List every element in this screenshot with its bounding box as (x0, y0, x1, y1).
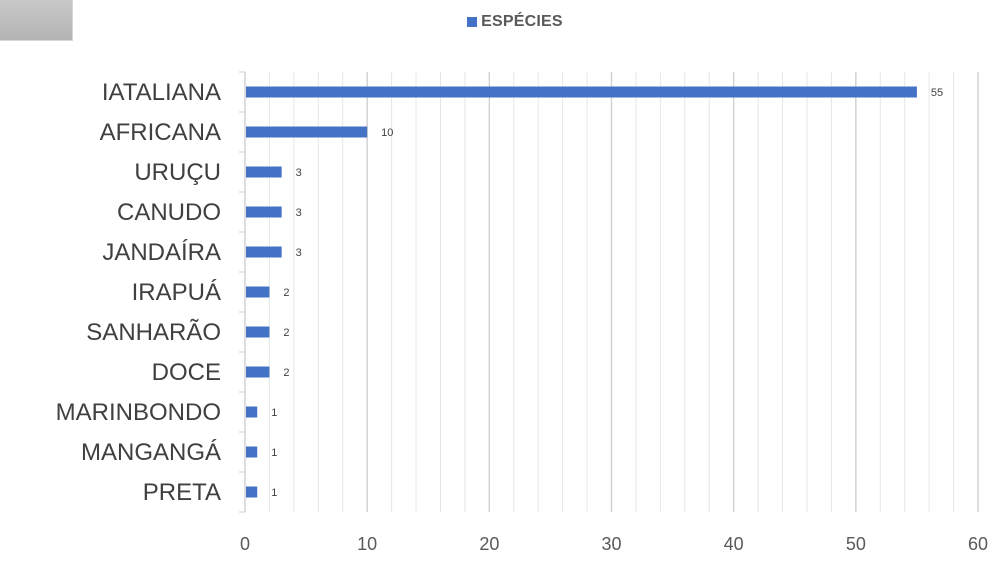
category-label: IRAPUÁ (132, 279, 221, 306)
x-tick-label: 50 (846, 534, 866, 554)
category-label: CANUDO (117, 199, 221, 226)
category-label: MANGANGÁ (81, 439, 221, 466)
bar-uruçu (246, 166, 282, 178)
x-tick-label: 20 (479, 534, 499, 554)
category-label: IATALIANA (102, 79, 221, 106)
bar-canudo (246, 206, 282, 218)
category-label: SANHARÃO (86, 319, 221, 346)
data-label: 55 (931, 87, 943, 99)
legend-label: ESPÉCIES (481, 13, 563, 30)
data-label: 2 (283, 367, 289, 379)
category-label: URUÇU (134, 159, 221, 186)
bar-mangangá (246, 446, 258, 458)
corner-tab (0, 0, 73, 41)
x-axis-ticks: 0 10 20 30 40 50 60 (240, 534, 988, 554)
data-label: 10 (381, 127, 393, 139)
category-labels: IATALIANA AFRICANA URUÇU CANUDO JANDAÍRA IRAP… (56, 79, 221, 506)
bar-jandaíra (246, 246, 282, 258)
category-label: AFRICANA (100, 119, 221, 146)
legend-swatch (467, 17, 478, 27)
x-tick-label: 40 (724, 534, 744, 554)
x-tick-label: 10 (357, 534, 377, 554)
category-label: DOCE (152, 359, 221, 386)
bar-sanharão (246, 326, 270, 338)
value-labels: 55 10 3 3 3 2 2 2 1 1 1 (271, 87, 943, 499)
data-label: 3 (296, 207, 302, 219)
bar-preta (246, 486, 258, 498)
x-tick-label: 30 (601, 534, 621, 554)
category-label: JANDAÍRA (102, 239, 221, 266)
data-label: 2 (283, 327, 289, 339)
x-tick-label: 0 (240, 534, 250, 554)
bars (246, 86, 917, 498)
bar-iataliana (246, 86, 917, 98)
x-tick-label: 60 (968, 534, 988, 554)
bar-marinbondo (246, 406, 258, 418)
category-label: MARINBONDO (56, 399, 221, 426)
data-label: 2 (283, 287, 289, 299)
grid (239, 71, 979, 513)
bar-doce (246, 366, 270, 378)
data-label: 1 (271, 407, 277, 419)
data-label: 1 (271, 487, 277, 499)
data-label: 1 (271, 447, 277, 459)
data-label: 3 (296, 247, 302, 259)
legend: ESPÉCIES (0, 10, 1000, 34)
data-label: 3 (296, 167, 302, 179)
category-label: PRETA (143, 479, 221, 506)
bar-irapuá (246, 286, 270, 298)
bar-africana (246, 126, 368, 138)
